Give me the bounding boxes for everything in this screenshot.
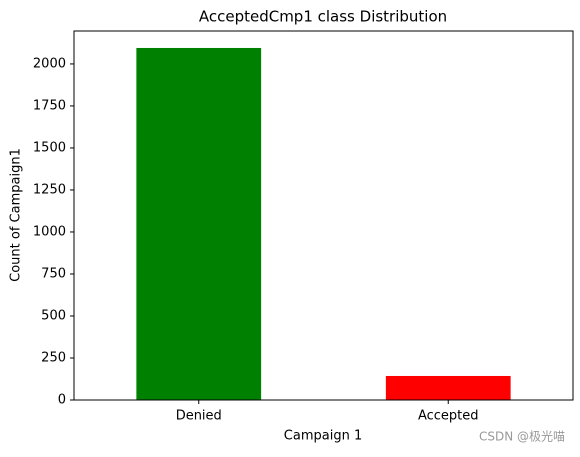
x-tick-label: Denied — [176, 409, 222, 424]
bar — [385, 375, 511, 400]
y-tick-label: 500 — [41, 308, 66, 323]
y-tick-label: 1250 — [33, 182, 66, 197]
y-axis-label: Count of Campaign1 — [9, 148, 24, 282]
y-tick-label: 250 — [41, 350, 66, 365]
chart-title: AcceptedCmp1 class Distribution — [199, 8, 447, 26]
y-tick-label: 1500 — [33, 140, 66, 155]
x-axis-label: Campaign 1 — [284, 429, 362, 444]
y-tick-label: 0 — [58, 393, 66, 408]
watermark: CSDN @极光喵 — [479, 430, 565, 444]
y-tick-label: 2000 — [33, 56, 66, 71]
y-tick-label: 750 — [41, 266, 66, 281]
bar — [136, 47, 262, 400]
y-tick-label: 1750 — [33, 98, 66, 113]
x-tick-label: Accepted — [418, 409, 479, 424]
y-tick-label: 1000 — [33, 224, 66, 239]
plot-frame — [73, 30, 574, 401]
